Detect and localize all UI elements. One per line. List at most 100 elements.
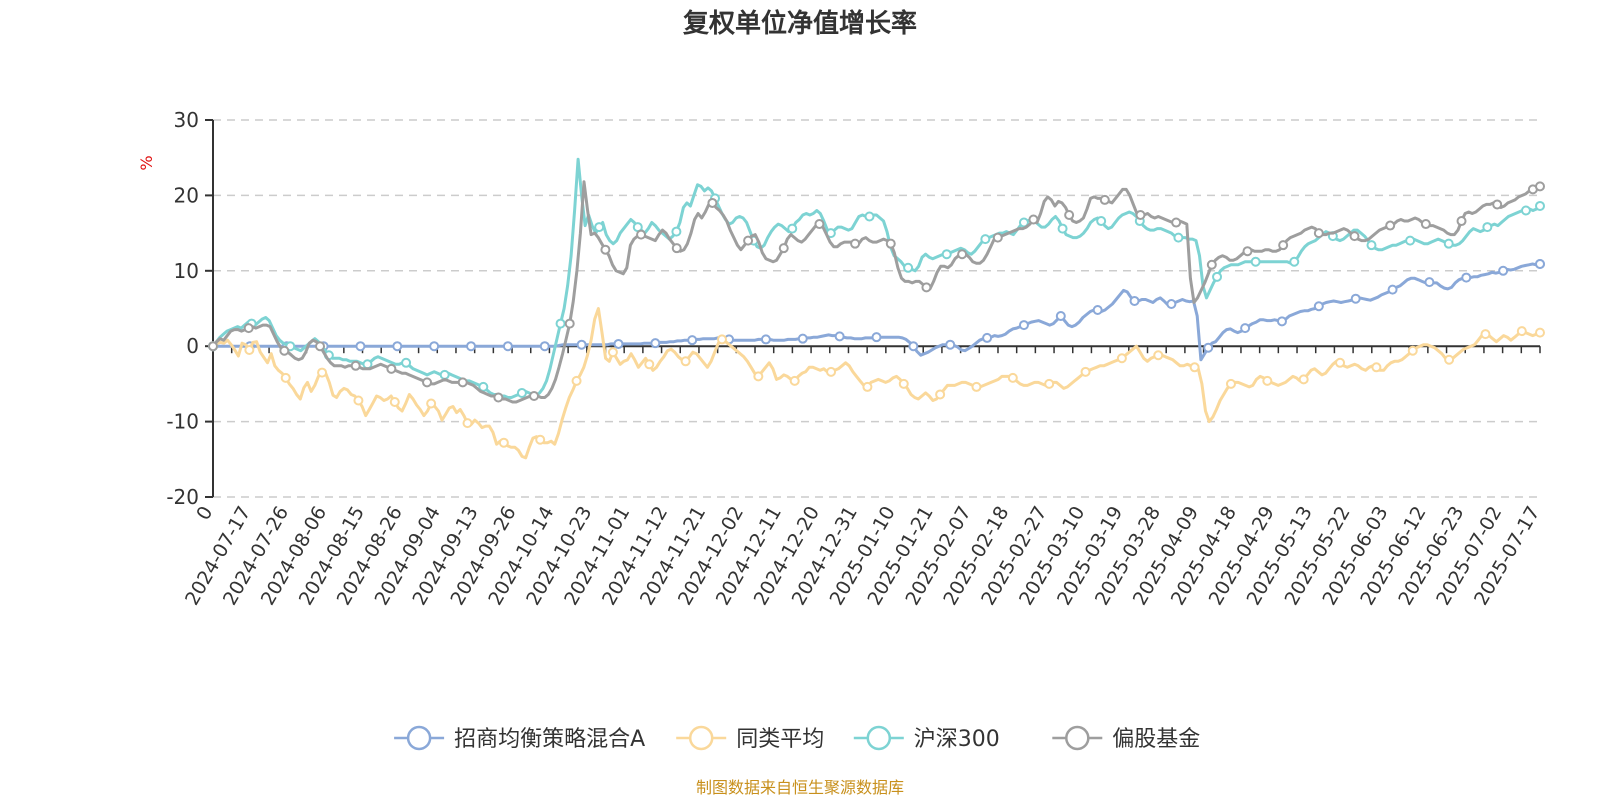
series-line — [211, 307, 1542, 460]
data-point — [778, 243, 789, 254]
data-point — [1135, 210, 1146, 221]
data-point — [650, 338, 661, 349]
data-point — [353, 395, 364, 406]
data-point — [535, 434, 546, 445]
data-point — [1520, 205, 1531, 216]
data-point — [787, 223, 798, 234]
data-point — [1173, 232, 1184, 243]
data-point — [1080, 366, 1091, 377]
legend-label: 招商均衡策略混合A — [454, 727, 645, 752]
data-point — [1516, 326, 1527, 337]
data-point — [1057, 223, 1068, 234]
data-point — [862, 381, 873, 392]
data-point — [392, 341, 403, 352]
data-point — [1276, 316, 1287, 327]
legend-label: 沪深300 — [914, 727, 1000, 752]
data-point — [1535, 200, 1545, 211]
data-point — [716, 334, 727, 345]
y-axis-ticks: -20 -10 0 10 20 30 — [166, 108, 213, 509]
data-point — [1407, 345, 1418, 356]
data-point — [921, 282, 932, 293]
y-tick-label: 30 — [174, 108, 199, 132]
data-point — [1420, 219, 1431, 230]
legend-item[interactable]: 沪深300 — [853, 725, 1000, 752]
data-point — [644, 359, 655, 370]
legend-label: 偏股基金 — [1112, 727, 1200, 752]
data-point — [1240, 323, 1251, 334]
data-point — [935, 389, 946, 400]
data-point — [1018, 320, 1029, 331]
data-point — [797, 333, 808, 344]
data-point — [957, 249, 968, 260]
legend-marker-icon — [866, 725, 892, 751]
data-point — [1171, 217, 1182, 228]
data-point — [355, 341, 366, 352]
data-point — [1278, 240, 1289, 251]
data-point — [502, 341, 513, 352]
data-point — [814, 219, 825, 230]
y-tick-label: -10 — [166, 410, 199, 434]
data-point — [350, 360, 361, 371]
y-tick-label: 10 — [174, 259, 199, 283]
data-point — [1492, 199, 1503, 210]
series-group — [208, 180, 1545, 404]
data-point — [244, 344, 255, 355]
legend-item[interactable]: 偏股基金 — [1052, 725, 1200, 752]
legend-label: 同类平均 — [736, 727, 824, 752]
data-point — [1099, 194, 1110, 205]
data-point — [992, 232, 1003, 243]
data-point — [1349, 231, 1360, 242]
x-tick-label: 0 — [192, 503, 217, 524]
legend: 招商均衡策略混合A 同类平均 沪深300 偏股基金 — [394, 725, 1200, 752]
data-point — [457, 377, 468, 388]
data-point — [789, 375, 800, 386]
data-point — [386, 363, 397, 374]
grid — [213, 119, 1540, 498]
data-point — [1387, 284, 1398, 295]
legend-item[interactable]: 招商均衡策略混合A — [394, 725, 645, 752]
data-point — [1064, 210, 1075, 221]
data-point — [636, 229, 647, 240]
data-point — [1096, 216, 1107, 227]
data-point — [1250, 256, 1261, 267]
data-point — [571, 375, 582, 386]
series-lines — [208, 157, 1545, 460]
data-point — [671, 243, 682, 254]
data-point — [1166, 298, 1177, 309]
data-point — [1335, 357, 1346, 368]
y-tick-label: 0 — [186, 334, 199, 358]
data-point — [1189, 362, 1200, 373]
data-point — [1461, 272, 1472, 283]
data-point — [1385, 220, 1396, 231]
legend-marker-icon — [406, 725, 432, 751]
data-point — [1092, 305, 1103, 316]
data-point — [1366, 240, 1377, 251]
data-point — [1262, 375, 1273, 386]
data-point — [1313, 301, 1324, 312]
data-point — [498, 437, 509, 448]
data-point — [945, 339, 956, 350]
data-point — [898, 378, 909, 389]
data-point — [1313, 228, 1324, 239]
data-point — [1212, 271, 1223, 282]
data-point — [1007, 372, 1018, 383]
data-point — [594, 222, 605, 233]
legend-marker-icon — [1065, 725, 1090, 751]
data-point — [1289, 256, 1300, 267]
legend-item[interactable]: 同类平均 — [676, 725, 824, 752]
data-point — [1055, 311, 1066, 322]
data-point — [1480, 329, 1491, 340]
data-point — [1116, 353, 1127, 364]
data-point — [850, 238, 861, 249]
data-point — [1225, 378, 1236, 389]
data-point — [208, 341, 218, 352]
data-point — [707, 197, 718, 208]
data-point — [516, 387, 527, 398]
data-point — [680, 356, 691, 367]
data-point — [1535, 327, 1545, 338]
data-point — [439, 369, 450, 380]
data-point — [1350, 293, 1361, 304]
data-point — [982, 332, 993, 343]
data-point — [555, 318, 566, 329]
